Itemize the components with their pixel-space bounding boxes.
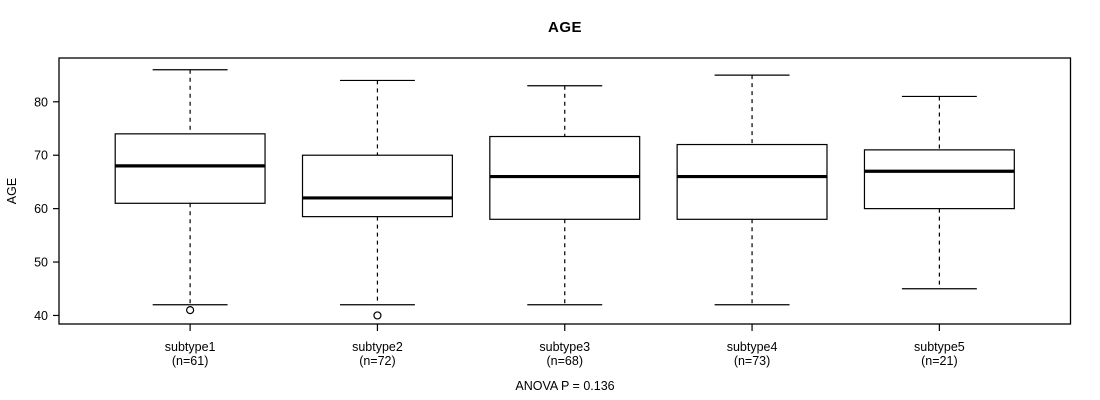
y-axis-title: AGE	[5, 178, 19, 204]
category-label: subtype5	[914, 340, 965, 354]
category-n-label: (n=73)	[734, 354, 770, 368]
iqr-box	[863, 149, 1015, 210]
category-label: subtype1	[165, 340, 216, 354]
outlier-point	[373, 311, 382, 320]
outlier-point	[186, 306, 195, 315]
box-subtype2: subtype2(n=72)	[301, 79, 453, 368]
iqr-box	[301, 154, 453, 218]
box-subtype5: subtype5(n=21)	[863, 95, 1015, 368]
category-n-label: (n=21)	[921, 354, 957, 368]
y-tick-label: 40	[34, 309, 48, 323]
y-tick-label: 80	[34, 95, 48, 109]
box-subtype1: subtype1(n=61)	[114, 69, 266, 368]
box-subtype4: subtype4(n=73)	[676, 74, 828, 368]
category-label: subtype2	[352, 340, 403, 354]
iqr-box	[676, 143, 828, 220]
y-tick-label: 50	[34, 256, 48, 270]
category-n-label: (n=72)	[359, 354, 395, 368]
category-label: subtype4	[727, 340, 778, 354]
iqr-box	[114, 133, 266, 204]
y-tick-label: 70	[34, 149, 48, 163]
y-tick-label: 60	[34, 202, 48, 216]
anova-p-value: ANOVA P = 0.136	[515, 379, 615, 393]
category-n-label: (n=61)	[172, 354, 208, 368]
chart-title: AGE	[547, 19, 582, 36]
category-n-label: (n=68)	[547, 354, 583, 368]
category-label: subtype3	[539, 340, 590, 354]
box-subtype3: subtype3(n=68)	[489, 85, 641, 368]
